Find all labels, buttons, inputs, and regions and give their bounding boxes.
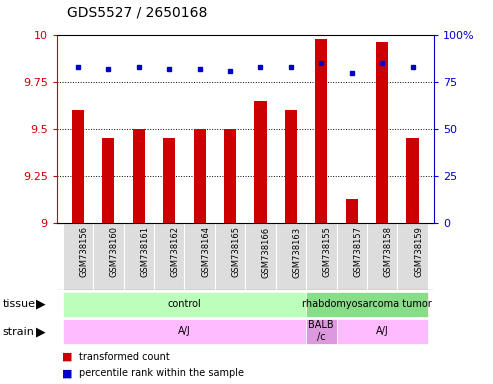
Text: ■: ■	[62, 368, 72, 378]
Text: ■: ■	[62, 352, 72, 362]
Text: ▶: ▶	[35, 325, 45, 338]
Text: GSM738156: GSM738156	[79, 227, 89, 278]
Bar	[63, 223, 93, 290]
Text: GSM738166: GSM738166	[262, 227, 271, 278]
Text: A/J: A/J	[376, 326, 388, 336]
Text: tissue: tissue	[2, 299, 35, 309]
Bar	[306, 292, 428, 316]
Bar	[315, 39, 327, 223]
Text: A/J: A/J	[178, 326, 191, 336]
Bar	[346, 199, 358, 223]
Text: GSM738155: GSM738155	[323, 227, 332, 277]
Text: control: control	[168, 299, 201, 309]
Text: GDS5527 / 2650168: GDS5527 / 2650168	[67, 6, 207, 20]
Bar	[124, 223, 154, 290]
Bar	[224, 129, 236, 223]
Bar	[154, 223, 184, 290]
Bar	[306, 319, 337, 344]
Bar	[93, 223, 124, 290]
Text: GSM738159: GSM738159	[414, 227, 423, 277]
Text: GSM738161: GSM738161	[141, 227, 149, 278]
Bar	[103, 139, 114, 223]
Bar	[337, 223, 367, 290]
Text: rhabdomyosarcoma tumor: rhabdomyosarcoma tumor	[302, 299, 432, 309]
Bar	[397, 223, 428, 290]
Text: GSM738165: GSM738165	[232, 227, 241, 278]
Text: GSM738160: GSM738160	[110, 227, 119, 278]
Bar	[63, 292, 306, 316]
Text: GSM738164: GSM738164	[201, 227, 210, 278]
Bar	[276, 223, 306, 290]
Bar	[367, 223, 397, 290]
Bar	[163, 139, 176, 223]
Text: ▶: ▶	[35, 298, 45, 311]
Bar	[184, 223, 215, 290]
Bar	[376, 43, 388, 223]
Bar	[406, 139, 419, 223]
Bar	[133, 129, 145, 223]
Bar	[72, 110, 84, 223]
Bar	[63, 319, 306, 344]
Text: GSM738157: GSM738157	[353, 227, 362, 278]
Bar	[246, 223, 276, 290]
Text: percentile rank within the sample: percentile rank within the sample	[79, 368, 244, 378]
Bar	[285, 110, 297, 223]
Text: BALB
/c: BALB /c	[309, 320, 334, 342]
Bar	[194, 129, 206, 223]
Bar	[215, 223, 246, 290]
Bar	[337, 319, 428, 344]
Text: transformed count: transformed count	[79, 352, 170, 362]
Text: GSM738158: GSM738158	[384, 227, 392, 278]
Text: GSM738163: GSM738163	[292, 227, 301, 278]
Bar	[306, 223, 337, 290]
Bar	[254, 101, 267, 223]
Text: strain: strain	[2, 327, 35, 337]
Text: GSM738162: GSM738162	[171, 227, 180, 278]
